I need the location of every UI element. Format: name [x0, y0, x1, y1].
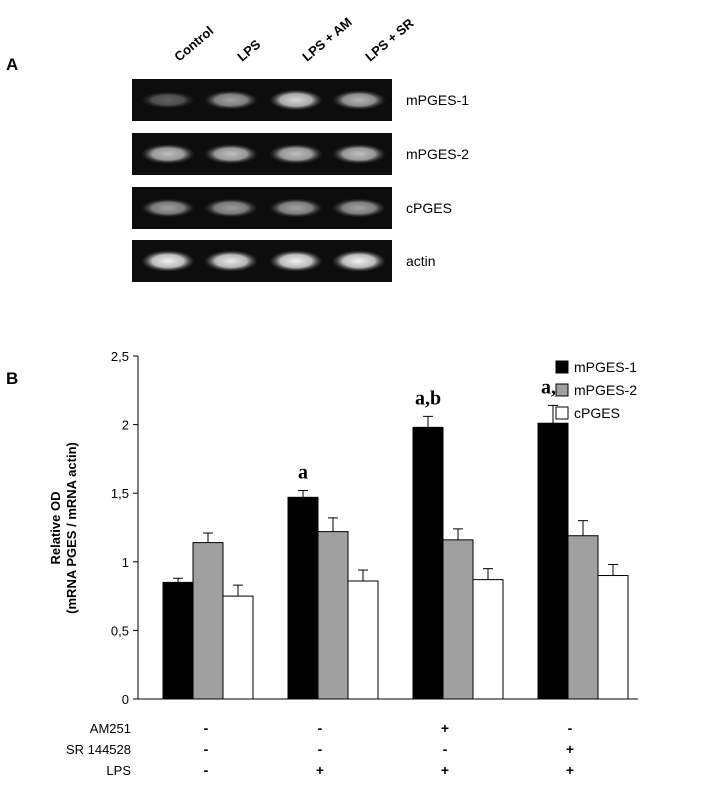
gel-band [204, 144, 258, 164]
legend-label: mPGES-2 [574, 382, 637, 398]
treatment-table: AM251 - - + - SR 144528 - - - + LPS - + + + [66, 720, 574, 778]
gel-band [332, 250, 386, 272]
y-tick-label: 1,5 [111, 486, 129, 501]
gel-gene-label: cPGES [406, 200, 452, 216]
treatment-label: LPS [106, 763, 131, 778]
gel-band [141, 91, 195, 109]
treatment-sign: - [568, 720, 573, 736]
legend-swatch [555, 383, 569, 397]
lane-labels: Control LPS LPS + AM LPS + SR [171, 14, 417, 64]
y-tick-label: 2,5 [111, 349, 129, 364]
gel-band [269, 250, 323, 272]
bar-mpges-1 [537, 422, 569, 700]
legend-swatch [555, 406, 569, 420]
y-axis-label: Relative OD (mRNA PGES / mRNA actin) [48, 442, 79, 614]
significance-label: a [298, 461, 308, 483]
bar-mpges-2 [442, 539, 474, 700]
y-axis-label-line1: Relative OD [48, 492, 63, 565]
y-axis-label-line2: (mRNA PGES / mRNA actin) [64, 442, 79, 614]
treatment-sign: - [204, 762, 209, 778]
legend-label: mPGES-1 [574, 359, 637, 375]
gel-gene-label: mPGES-2 [406, 146, 469, 162]
gel-band [141, 250, 195, 272]
treatment-sign: - [443, 741, 448, 757]
legend-label: cPGES [574, 405, 620, 421]
treatment-sign: + [566, 762, 574, 778]
bar-cpges [222, 595, 254, 700]
lane-label: Control [171, 23, 216, 64]
gel-band [204, 250, 258, 272]
y-tick-label: 1 [122, 555, 129, 570]
bar-mpges-2 [567, 535, 599, 700]
y-ticks: 0 0,5 1 1,5 2 2,5 [111, 349, 138, 707]
y-tick-label: 0,5 [111, 623, 129, 638]
legend-swatch [555, 360, 569, 374]
gel-band [141, 198, 195, 218]
bar-cpges [347, 580, 379, 700]
treatment-sign: - [204, 741, 209, 757]
bar-chart: 00,511,522,5 aa,b a,c Relative OD (mRNA P… [48, 349, 638, 707]
y-tick-label: 2 [122, 418, 129, 433]
bars [162, 404, 629, 700]
gel-band [269, 89, 323, 111]
lane-label: LPS + AM [299, 14, 354, 64]
treatment-sign: + [441, 720, 449, 736]
gel-band [332, 198, 386, 218]
treatment-sign: - [318, 741, 323, 757]
gel-gene-label: actin [406, 253, 436, 269]
treatment-sign: - [204, 720, 209, 736]
significance-label: a,b [415, 387, 441, 409]
lane-label: LPS + SR [362, 15, 417, 64]
treatment-sign: + [566, 741, 574, 757]
gel-gene-label: mPGES-1 [406, 92, 469, 108]
gel-band [204, 198, 258, 218]
bar-mpges-1 [162, 581, 194, 700]
treatment-label: AM251 [90, 721, 131, 736]
gel-band [332, 144, 386, 164]
gel-band [141, 144, 195, 164]
panel-a-letter: A [6, 55, 18, 74]
bar-mpges-1 [287, 496, 319, 700]
treatment-sign: - [318, 720, 323, 736]
bar-cpges [472, 579, 504, 700]
gel-band [204, 90, 258, 110]
treatment-sign: + [441, 762, 449, 778]
gel-band [269, 198, 323, 218]
gel-band [269, 144, 323, 164]
bar-cpges [597, 575, 629, 700]
gel-panels: mPGES-1 mPGES-2 cPGES actin [132, 79, 469, 282]
y-tick-label: 0 [122, 692, 129, 707]
panel-b-letter: B [6, 369, 18, 388]
bar-mpges-2 [317, 531, 349, 700]
lane-label: LPS [234, 36, 263, 64]
bar-mpges-1 [412, 426, 444, 700]
treatment-label: SR 144528 [66, 742, 131, 757]
bar-mpges-2 [192, 542, 224, 700]
gel-band [332, 90, 386, 110]
treatment-sign: + [316, 762, 324, 778]
legend: mPGES-1 mPGES-2 cPGES [555, 359, 637, 421]
